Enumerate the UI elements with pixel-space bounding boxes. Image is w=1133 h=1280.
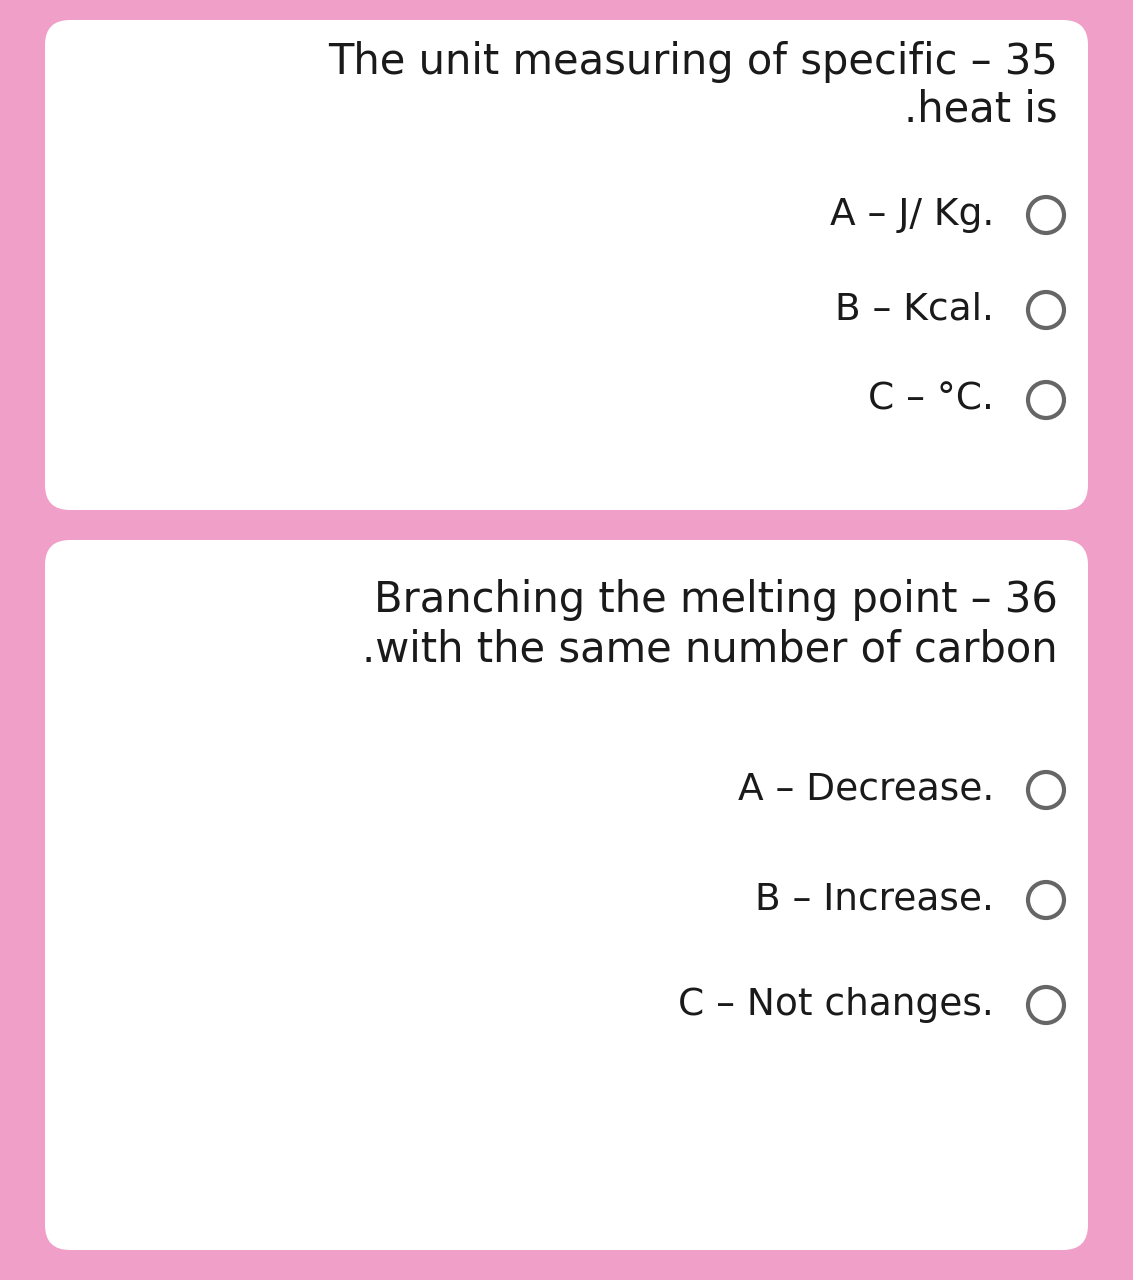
Text: .heat is: .heat is: [904, 90, 1058, 131]
Text: C – Not changes.: C – Not changes.: [679, 987, 994, 1023]
FancyBboxPatch shape: [45, 20, 1088, 509]
Text: The unit measuring of specific – 35: The unit measuring of specific – 35: [329, 41, 1058, 83]
Text: Branching the melting point – 36: Branching the melting point – 36: [374, 579, 1058, 621]
Text: A – J/ Kg.: A – J/ Kg.: [829, 197, 994, 233]
FancyBboxPatch shape: [45, 540, 1088, 1251]
Text: .with the same number of carbon: .with the same number of carbon: [363, 628, 1058, 671]
Text: A – Decrease.: A – Decrease.: [738, 772, 994, 808]
Text: B – Increase.: B – Increase.: [755, 882, 994, 918]
Text: C – °C.: C – °C.: [868, 381, 994, 419]
Text: B – Kcal.: B – Kcal.: [835, 292, 994, 328]
